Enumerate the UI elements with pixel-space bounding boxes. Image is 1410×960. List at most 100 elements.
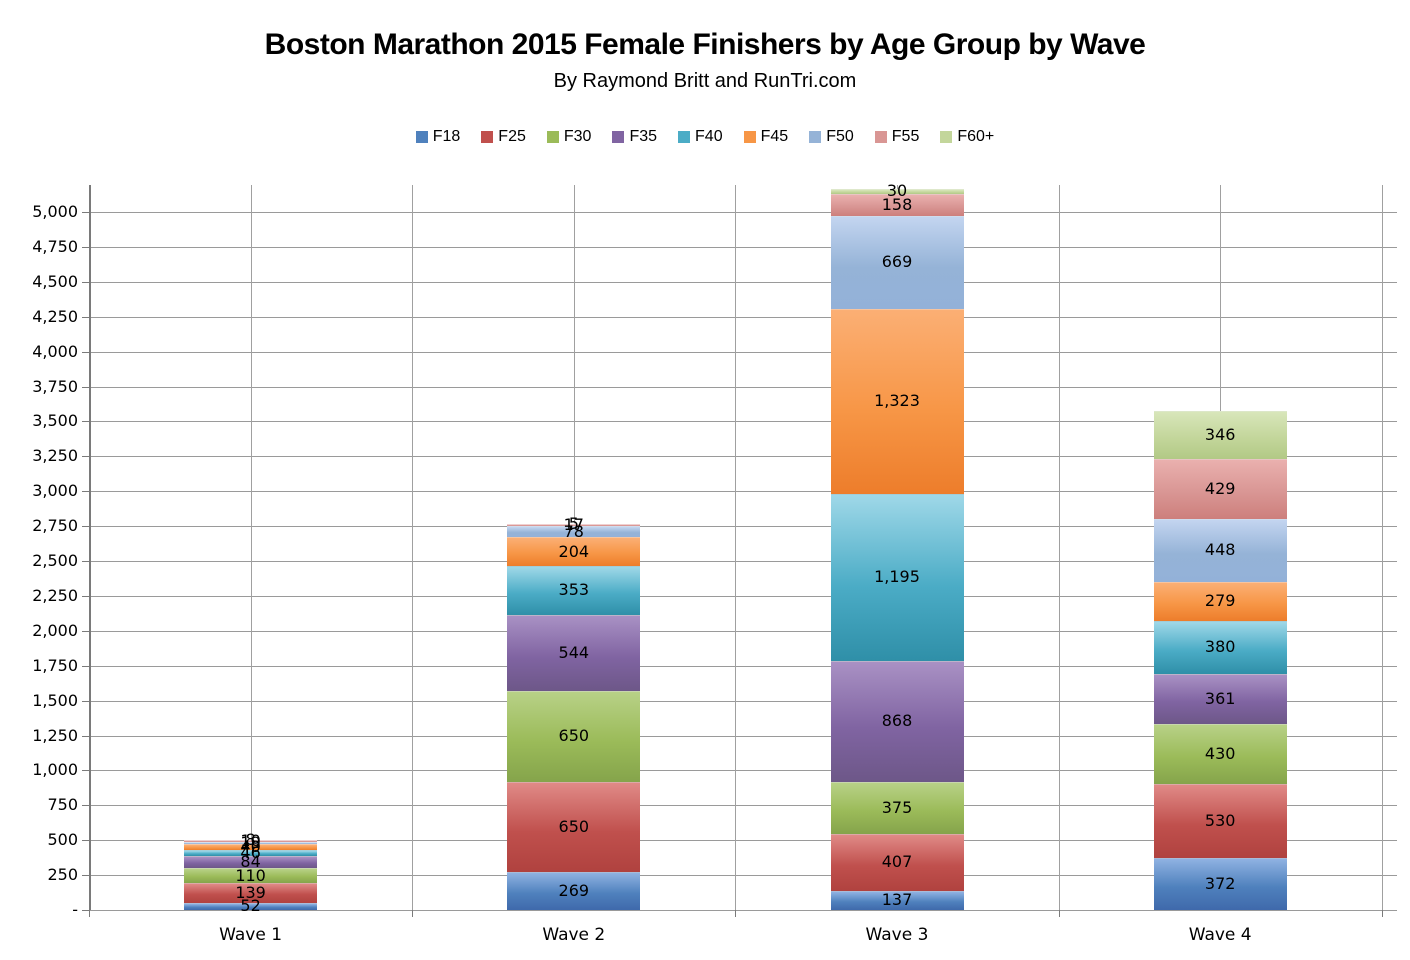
y-axis-tick: [82, 910, 89, 911]
legend-swatch-icon: [415, 131, 428, 143]
y-gridline: [89, 805, 1397, 807]
y-axis-tick: [82, 212, 89, 213]
y-axis-label: 2,750: [32, 516, 78, 536]
x-axis-tick: [412, 910, 414, 917]
legend-label: F55: [891, 128, 920, 145]
y-axis-tick: [82, 595, 89, 597]
y-axis-tick: [82, 246, 89, 248]
bar-segment-f35: [184, 856, 318, 868]
legend-label: F40: [695, 128, 723, 145]
y-axis-tick: [82, 421, 89, 423]
x-axis-tick: [1058, 910, 1060, 917]
y-gridline: [89, 735, 1397, 737]
legend-label: F25: [498, 128, 526, 145]
y-axis-tick: [82, 351, 89, 353]
x-axis-tick: [1381, 910, 1383, 917]
y-axis-label: 4,250: [32, 306, 78, 326]
bar-segment-f30: [184, 867, 318, 884]
bar-segment-f60plus: [1153, 410, 1287, 460]
y-axis-tick: [82, 491, 89, 493]
x-axis-label: Wave 3: [865, 925, 929, 945]
legend-swatch-icon: [940, 131, 953, 143]
y-axis-label: 4,000: [32, 341, 78, 361]
y-axis-label: 3,750: [32, 376, 78, 396]
y-axis-label: 1,250: [32, 725, 78, 745]
stacked-bar-wave-1: [184, 0, 318, 910]
legend-item-f18: F18: [415, 128, 461, 146]
y-axis-tick: [82, 630, 89, 632]
y-gridline: [89, 316, 1397, 318]
v-gridline: [1381, 185, 1383, 910]
y-axis-label: 2,000: [32, 620, 78, 640]
y-axis-tick: [82, 700, 89, 702]
bar-segment-f35: [507, 615, 641, 691]
legend-swatch-icon: [678, 131, 691, 143]
y-axis-tick: [82, 526, 89, 528]
y-gridline: [89, 700, 1397, 702]
y-gridline: [89, 421, 1397, 423]
bar-segment-f30: [1153, 724, 1287, 785]
bar-segment-f45: [507, 537, 641, 566]
stacked-bar-wave-2: [507, 0, 641, 910]
bar-segment-f45: [184, 844, 318, 850]
y-gridline: [89, 281, 1397, 283]
y-gridline: [89, 910, 1397, 911]
y-axis-tick: [82, 840, 89, 842]
y-axis-tick: [82, 735, 89, 737]
stacked-bar-wave-4: [1153, 0, 1287, 910]
y-axis-tick: [82, 316, 89, 318]
legend-label: F35: [629, 128, 658, 145]
bar-segment-f25: [830, 834, 964, 891]
y-gridline: [89, 456, 1397, 458]
x-axis-tick: [735, 910, 737, 917]
y-gridline: [89, 770, 1397, 772]
y-axis-tick: [82, 281, 89, 283]
bar-segment-f50: [507, 526, 641, 538]
x-axis-label: Wave 1: [219, 925, 283, 945]
bar-segment-f25: [507, 781, 641, 873]
y-axis-label: 3,500: [32, 411, 78, 431]
legend-swatch-icon: [546, 131, 559, 143]
y-axis-tick: [82, 875, 89, 877]
legend-swatch-icon: [809, 131, 822, 143]
chart-title: Boston Marathon 2015 Female Finishers by…: [264, 28, 1146, 61]
y-gridline: [89, 840, 1397, 842]
y-axis-label: 750: [47, 795, 78, 815]
y-axis-label: 5,000: [32, 202, 78, 221]
y-axis-label: 1,500: [32, 690, 78, 710]
y-axis-label: 250: [47, 865, 78, 885]
bar-segment-f25: [184, 883, 318, 903]
legend-label: F50: [826, 128, 854, 145]
legend-item-f30: F30: [546, 128, 591, 146]
y-axis-label: 3,000: [32, 481, 78, 501]
legend-item-f55: F55: [874, 128, 920, 146]
legend-swatch-icon: [481, 131, 494, 143]
bar-segment-f60plus: [184, 839, 318, 841]
bar-segment-f35: [1153, 673, 1287, 725]
bar-segment-f25: [1153, 784, 1287, 859]
y-axis-tick: [82, 386, 89, 388]
y-axis-label: 1,000: [32, 760, 78, 780]
legend-item-f50: F50: [809, 128, 854, 146]
x-axis-label: Wave 2: [542, 925, 606, 945]
y-axis-label: 2,250: [32, 585, 78, 605]
y-axis-tick: [82, 805, 89, 807]
v-gridline: [412, 185, 414, 910]
legend-label: F18: [432, 128, 461, 145]
bar-segment-f35: [830, 660, 964, 782]
y-gridline: [89, 526, 1397, 528]
v-gridline: [735, 185, 737, 910]
y-gridline: [89, 665, 1397, 667]
legend-item-f25: F25: [481, 128, 526, 146]
bar-segment-f30: [830, 781, 964, 835]
bar-segment-f40: [507, 565, 641, 615]
bar-segment-f40: [184, 849, 318, 857]
bar-segment-f55: [830, 193, 964, 216]
bar-segment-f18: [507, 872, 641, 910]
legend-item-f40: F40: [678, 128, 723, 146]
y-axis-label: 3,250: [32, 446, 78, 466]
v-gridline: [250, 185, 252, 910]
y-axis-label: 4,500: [32, 271, 78, 291]
